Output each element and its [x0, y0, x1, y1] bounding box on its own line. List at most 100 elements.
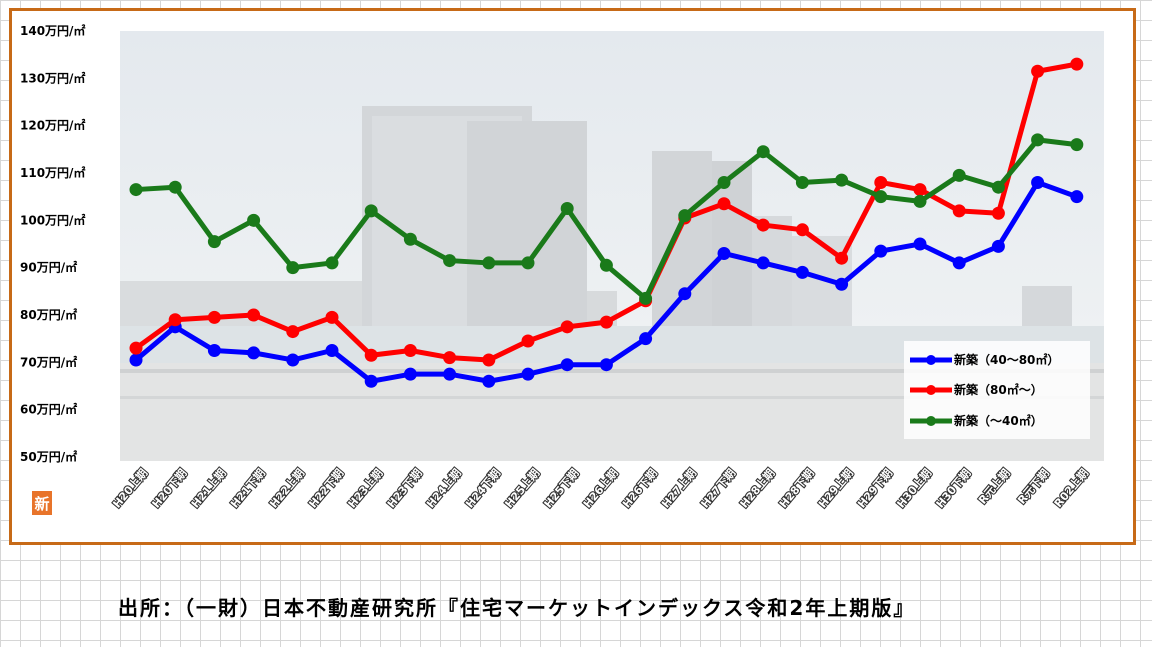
x-tick-label: H25下期: [541, 466, 582, 511]
data-point: [247, 346, 261, 360]
data-point: [717, 197, 731, 211]
y-tick-label: 110万円/㎡: [20, 165, 85, 180]
data-point: [521, 367, 535, 381]
data-point: [991, 239, 1005, 253]
data-point: [913, 194, 927, 208]
chart-frame: 50万円/㎡ 60万円/㎡ 70万円/㎡ 80万円/㎡ 90万円/㎡ 100万円/㎡ 110…: [9, 8, 1136, 545]
y-tick-label: 60万円/㎡: [20, 402, 77, 417]
data-point: [247, 308, 261, 322]
data-point: [952, 168, 966, 182]
y-tick-label: 80万円/㎡: [20, 307, 77, 322]
x-tick-label: H27下期: [698, 466, 739, 511]
data-point: [835, 277, 849, 291]
legend-item-40-80: 新築（40～80㎡）: [910, 352, 1059, 367]
x-tick-label: H21下期: [227, 466, 268, 511]
data-point: [599, 315, 613, 329]
x-tick-label: H24下期: [462, 466, 503, 511]
data-point: [403, 344, 417, 357]
data-point: [795, 175, 809, 189]
legend-swatch-marker-80plus: [926, 385, 936, 395]
data-point: [756, 218, 770, 232]
data-point: [952, 204, 966, 218]
data-point: [325, 310, 339, 324]
legend: 新築（40～80㎡） 新築（80㎡～） 新築（～40㎡）: [904, 341, 1090, 439]
line-chart: 50万円/㎡ 60万円/㎡ 70万円/㎡ 80万円/㎡ 90万円/㎡ 100万円/㎡ 110…: [20, 23, 1104, 512]
data-point: [403, 367, 417, 381]
data-point: [364, 348, 378, 362]
y-tick-label: 140万円/㎡: [20, 23, 85, 38]
x-tick-label: H29下期: [854, 466, 895, 511]
legend-label-40-80: 新築（40～80㎡）: [954, 352, 1059, 367]
data-point: [247, 213, 261, 227]
data-point: [795, 223, 809, 237]
data-point: [913, 183, 927, 197]
data-point: [168, 313, 182, 327]
data-point: [991, 180, 1005, 194]
source-citation: 出所：（一財）日本不動産研究所『住宅マーケットインデックス令和2年上期版』: [118, 596, 916, 620]
data-point: [756, 145, 770, 159]
legend-swatch-marker-under40: [926, 416, 936, 426]
y-tick-label: 120万円/㎡: [20, 118, 85, 133]
series-layer: [129, 57, 1084, 388]
publisher-logo-icon: 新: [32, 491, 52, 515]
x-tick-label: H22下期: [306, 466, 347, 511]
data-point: [560, 202, 574, 215]
data-point: [443, 351, 457, 365]
data-point: [207, 235, 221, 249]
data-point: [1031, 133, 1045, 147]
data-point: [403, 232, 417, 246]
data-point: [207, 310, 221, 324]
x-tick-label: H27上期: [658, 466, 699, 511]
data-point: [521, 256, 535, 270]
x-tick-label: H20下期: [149, 466, 190, 511]
data-point: [560, 320, 574, 334]
data-point: [521, 334, 535, 348]
x-tick-label: H26下期: [619, 466, 660, 511]
data-point: [286, 353, 300, 367]
data-point: [835, 173, 849, 187]
data-point: [129, 341, 143, 355]
x-tick-label: H21上期: [188, 466, 229, 511]
data-point: [482, 256, 496, 270]
data-point: [1031, 175, 1045, 189]
series-1: [129, 57, 1084, 367]
x-tick-label: H26上期: [580, 466, 621, 511]
data-point: [717, 175, 731, 189]
x-tick-label: H30上期: [894, 466, 935, 511]
data-point: [1070, 57, 1084, 71]
legend-item-under40: 新築（～40㎡）: [910, 413, 1043, 428]
x-tick-label: H20上期: [110, 466, 151, 511]
data-point: [639, 291, 653, 305]
x-tick-label: H25上期: [502, 466, 543, 511]
data-point: [835, 251, 849, 265]
data-point: [286, 261, 300, 275]
data-point: [599, 258, 613, 272]
data-point: [168, 180, 182, 194]
plot-background-photo: [120, 31, 1104, 461]
legend-label-under40: 新築（～40㎡）: [954, 413, 1043, 428]
legend-label-80plus: 新築（80㎡～）: [954, 382, 1043, 397]
x-tick-label: H23上期: [345, 466, 386, 511]
data-point: [286, 325, 300, 339]
x-tick-label: H28上期: [737, 466, 778, 511]
data-point: [952, 256, 966, 270]
data-point: [1070, 138, 1084, 152]
data-point: [717, 246, 731, 260]
y-tick-label: 90万円/㎡: [20, 260, 77, 275]
data-point: [599, 358, 613, 372]
x-tick-label: H28下期: [776, 466, 817, 511]
data-point: [482, 374, 496, 388]
data-point: [678, 287, 692, 301]
data-point: [1070, 190, 1084, 204]
x-tick-label: R元下期: [1015, 466, 1052, 507]
data-point: [874, 175, 888, 189]
data-point: [443, 367, 457, 381]
legend-item-80plus: 新築（80㎡～）: [910, 382, 1043, 397]
data-point: [129, 183, 143, 197]
x-tick-label: H24上期: [423, 466, 464, 511]
data-point: [364, 204, 378, 218]
data-point: [482, 353, 496, 367]
data-point: [1031, 64, 1045, 78]
data-point: [129, 353, 143, 367]
data-point: [756, 256, 770, 270]
